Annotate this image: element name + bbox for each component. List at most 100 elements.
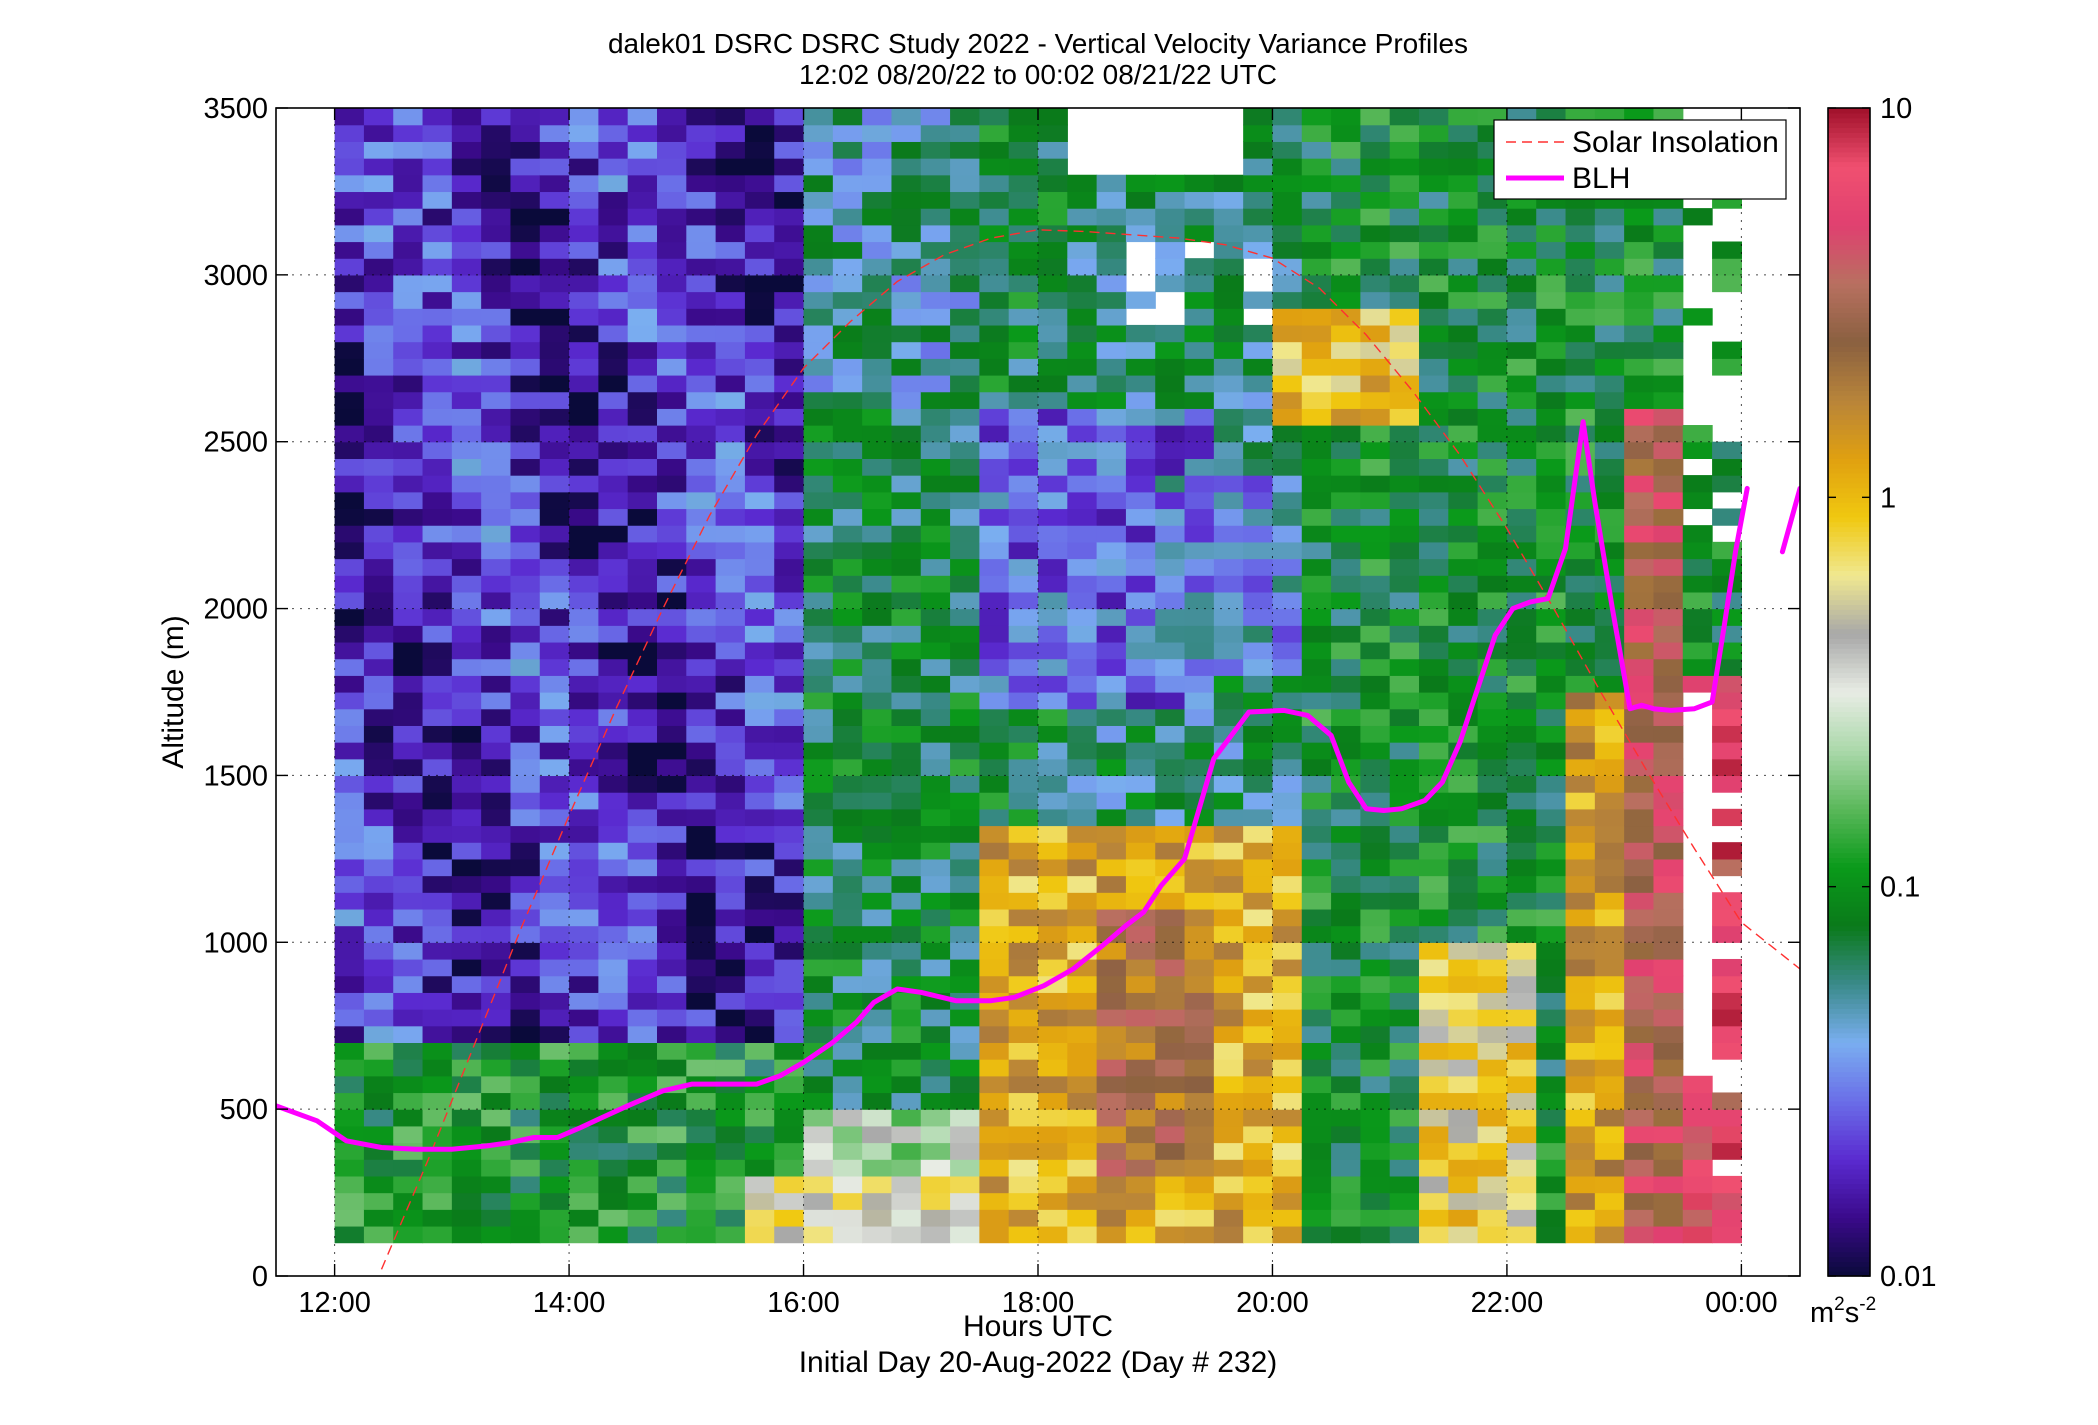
heatmap-cell [1419,458,1449,476]
heatmap-cell [1096,992,1127,1010]
heatmap-cell [1125,408,1156,426]
heatmap-cell [803,491,834,510]
heatmap-cell [598,892,629,910]
heatmap-cell [1565,1225,1596,1244]
heatmap-cell [1125,525,1156,543]
colorbar-segment [1828,1217,1870,1224]
heatmap-cell [1624,441,1655,459]
heatmap-cell [1272,908,1303,927]
heatmap-cell [1038,925,1068,943]
heatmap-cell [481,1209,512,1227]
heatmap-cell [510,892,541,910]
heatmap-cell [1506,658,1537,676]
heatmap-cell [1008,358,1039,376]
heatmap-cell [1096,1159,1127,1177]
heatmap-cell [1536,341,1567,359]
heatmap-cell [715,308,746,326]
heatmap-cell [1184,641,1215,660]
colorbar-segment [1828,254,1870,260]
heatmap-cell [1360,975,1391,993]
heatmap-cell [510,958,541,977]
heatmap-cell [803,224,834,243]
heatmap-cell [1419,324,1449,343]
colorbar-segment [1828,1110,1870,1116]
heatmap-cell [510,758,541,777]
heatmap-cell [1096,591,1127,610]
heatmap-cell [803,124,834,142]
heatmap-cell [1096,575,1127,593]
heatmap-cell [1125,324,1156,343]
heatmap-cell [950,1109,980,1127]
heatmap-cell [363,1075,394,1094]
heatmap-cell [393,1175,424,1194]
colorbar-segment [1828,502,1870,508]
heatmap-cell [1360,274,1391,293]
heatmap-cell [862,341,893,359]
heatmap-cell [1272,141,1303,159]
heatmap-cell [1301,425,1332,443]
heatmap-cell [481,725,512,743]
heatmap-cell [393,491,424,510]
colorbar-segment [1828,278,1870,284]
heatmap-cell [832,1075,863,1094]
heatmap-cell [1653,875,1684,893]
heatmap-cell [715,975,746,993]
heatmap-cell [686,992,717,1010]
heatmap-cell [1331,408,1361,426]
heatmap-cell [686,1209,717,1227]
heatmap-cell [979,324,1010,343]
heatmap-cell [1184,992,1215,1010]
heatmap-cell [715,875,746,893]
heatmap-cell [569,224,599,243]
heatmap-cell [598,992,629,1010]
colorbar-segment [1828,142,1870,148]
heatmap-cell [422,625,453,643]
heatmap-cell [715,1192,746,1210]
heatmap-cell [1624,1142,1655,1160]
heatmap-cell [1477,1192,1508,1210]
heatmap-cell [950,842,980,860]
heatmap-cell [1389,625,1420,643]
heatmap-cell [891,391,922,409]
heatmap-cell [569,858,599,877]
heatmap-cell [334,892,365,910]
heatmap-cell [1272,174,1303,193]
heatmap-cell [803,992,834,1010]
colorbar-segment [1828,200,1870,206]
heatmap-cell [1565,1009,1596,1027]
heatmap-cell [1184,1109,1215,1127]
heatmap-cell [422,591,453,610]
heatmap-cell [451,258,482,276]
colorbar-segment [1828,507,1870,513]
heatmap-cell [481,408,512,426]
heatmap-cell [891,608,922,626]
heatmap-cell [1419,1225,1449,1244]
heatmap-cell [1008,792,1039,810]
colorbar-segment [1828,336,1870,343]
colorbar-segment [1828,774,1870,781]
heatmap-cell [1624,1059,1655,1077]
heatmap-cell [1184,575,1215,593]
heatmap-cell [744,675,775,693]
heatmap-cell [686,191,717,209]
heatmap-cell [1155,358,1186,376]
heatmap-cell [1184,1209,1215,1227]
colorbar-segment [1828,1139,1870,1146]
heatmap-cell [1008,892,1039,910]
heatmap-cell [1096,742,1127,760]
heatmap-cell [979,374,1010,393]
heatmap-cell [1360,1059,1391,1077]
heatmap-cell [1213,1175,1244,1194]
heatmap-cell [862,408,893,426]
heatmap-cell [1653,842,1684,860]
heatmap-cell [1213,992,1244,1010]
heatmap-cell [1243,892,1274,910]
heatmap-cell [1536,441,1567,459]
heatmap-cell [1213,1109,1244,1127]
heatmap-cell [832,324,863,343]
heatmap-cell [1331,541,1361,560]
heatmap-cell [950,641,980,660]
heatmap-cell [803,808,834,827]
heatmap-cell [334,441,365,459]
heatmap-cell [1360,108,1391,126]
